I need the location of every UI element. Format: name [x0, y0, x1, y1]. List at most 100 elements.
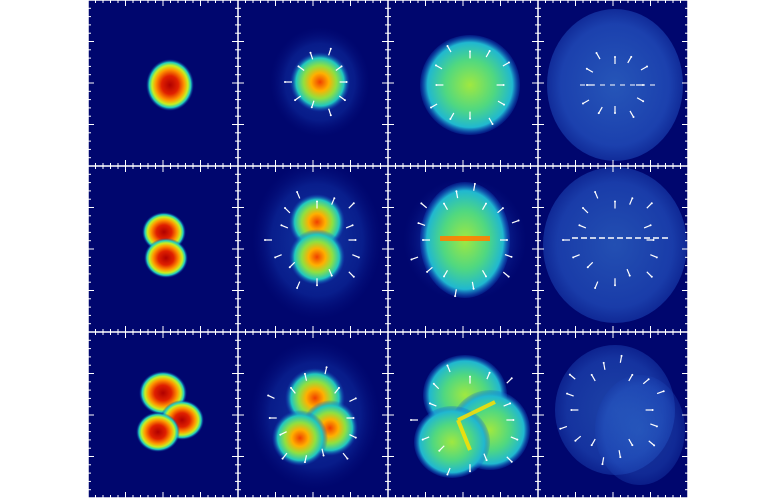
velocity-arrow — [328, 48, 332, 56]
arrow-head — [280, 224, 283, 227]
arrow-head — [268, 417, 271, 419]
arrow-head — [614, 56, 616, 58]
arrow-head — [614, 200, 616, 203]
arrow-head — [422, 239, 424, 241]
velocity-arrow — [446, 365, 451, 373]
velocity-arrow — [598, 106, 603, 114]
arrow-head — [594, 190, 597, 193]
arrow-head — [502, 84, 505, 86]
arrow-head — [590, 373, 593, 376]
arrow-head — [281, 457, 284, 460]
velocity-arrow — [443, 203, 449, 210]
velocity-arrow — [510, 436, 518, 441]
arrow-head — [352, 202, 355, 205]
velocity-arrow — [506, 377, 513, 384]
velocity-arrow — [454, 289, 457, 297]
blob — [146, 59, 194, 111]
velocity-arrow — [506, 456, 513, 463]
velocity-arrow — [296, 191, 301, 199]
arrow-head — [303, 372, 306, 375]
sheet — [456, 400, 496, 451]
velocity-arrow — [646, 202, 653, 209]
velocity-arrow — [572, 254, 580, 258]
velocity-arrow — [274, 254, 282, 258]
arrow-head — [267, 394, 270, 397]
arrow-head — [338, 386, 341, 389]
velocity-arrow — [449, 112, 455, 120]
arrow-head — [325, 366, 328, 369]
arrow-head — [628, 274, 631, 277]
velocity-arrow — [345, 224, 353, 229]
arrow-head — [652, 239, 655, 241]
arrow-head — [647, 378, 650, 381]
velocity-arrow — [348, 271, 355, 278]
arrow-head — [568, 373, 571, 376]
arrow-head — [354, 436, 357, 439]
arrow-head — [284, 81, 286, 83]
arrow-head — [566, 392, 569, 395]
velocity-arrow — [650, 254, 658, 258]
velocity-arrow — [334, 387, 340, 394]
velocity-arrow — [601, 457, 605, 465]
velocity-arrow — [296, 281, 301, 289]
arrow-head — [631, 197, 634, 200]
arrow-head — [357, 256, 360, 259]
arrow-head — [410, 419, 412, 421]
arrow-head — [426, 270, 429, 273]
arrow-head — [594, 287, 597, 290]
velocity-arrow — [304, 373, 308, 381]
arrow-head — [288, 266, 291, 269]
arrow-head — [351, 224, 354, 227]
velocity-arrow — [352, 254, 360, 258]
arrow-head — [586, 84, 588, 86]
velocity-arrow — [280, 431, 287, 436]
velocity-arrow — [629, 197, 633, 205]
velocity-arrow — [628, 374, 633, 382]
arrow-head — [578, 224, 581, 227]
arrow-head — [329, 47, 332, 50]
velocity-arrow — [418, 222, 426, 227]
velocity-arrow — [473, 183, 476, 191]
velocity-arrow — [650, 423, 658, 427]
arrow-head — [443, 275, 445, 278]
arrow-head — [473, 182, 476, 185]
arrow-head — [435, 84, 438, 86]
velocity-arrow — [430, 103, 438, 109]
arrow-head — [469, 470, 471, 473]
velocity-arrow — [560, 425, 568, 430]
velocity-arrow — [594, 281, 599, 289]
arrow-head — [455, 190, 458, 193]
velocity-arrow — [335, 65, 342, 71]
arrow-head — [653, 444, 656, 447]
arrow-head — [595, 51, 598, 54]
arrow-head — [322, 454, 325, 457]
panels — [136, 9, 687, 490]
arrow-head — [264, 239, 266, 241]
arrow-head — [469, 375, 471, 378]
arrow-head — [586, 266, 589, 269]
arrow-head — [631, 444, 634, 447]
velocity-arrow — [656, 390, 664, 395]
arrow-head — [512, 419, 515, 421]
velocity-arrow — [331, 197, 335, 205]
velocity-arrow — [321, 448, 325, 456]
shell — [543, 167, 687, 323]
arrow-head — [651, 409, 654, 411]
velocity-arrow — [640, 65, 648, 71]
velocity-arrow — [497, 100, 505, 106]
velocity-arrow — [574, 435, 582, 442]
arrow-head — [630, 55, 633, 58]
blob — [290, 52, 350, 112]
arrow-head — [329, 114, 332, 117]
arrow-head — [472, 287, 475, 290]
arrow-head — [352, 417, 355, 419]
velocity-arrow — [342, 452, 348, 460]
arrow-head — [354, 397, 357, 400]
velocity-arrow — [569, 374, 576, 380]
arrow-head — [632, 116, 635, 119]
blob — [420, 35, 520, 135]
arrow-head — [602, 361, 605, 364]
velocity-arrow — [446, 45, 452, 53]
arrow-head — [274, 256, 277, 259]
